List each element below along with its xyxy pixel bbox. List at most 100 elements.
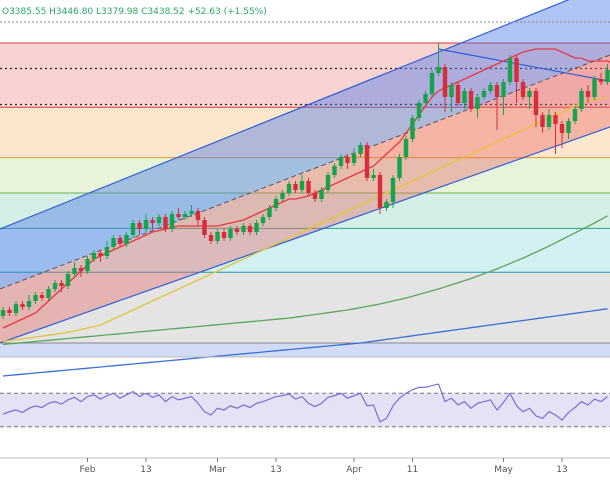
candle-body-88	[573, 109, 577, 121]
lower-band	[0, 343, 610, 357]
candle-body-40	[261, 217, 265, 223]
candle-body-2	[14, 304, 18, 313]
candle-body-91	[592, 79, 596, 97]
candle-body-38	[248, 226, 252, 232]
candle-body-44	[287, 184, 291, 193]
candle-body-29	[189, 211, 193, 214]
candle-body-66	[430, 73, 434, 94]
candle-body-21	[137, 223, 141, 229]
candle-body-78	[508, 58, 512, 82]
candle-body-4	[27, 301, 31, 307]
x-tick-label-4: Apr	[346, 465, 362, 475]
x-tick-label-0: Feb	[80, 465, 96, 475]
x-tick-label-6: May	[494, 465, 513, 475]
candle-body-71	[462, 91, 466, 103]
candle-body-13	[85, 259, 89, 271]
candle-body-60	[391, 178, 395, 202]
candle-body-74	[482, 91, 486, 97]
candle-body-46	[300, 181, 304, 190]
ohlc-readout: O3385.55 H3446.80 L3379.98 C3438.52 +52.…	[2, 7, 267, 17]
candle-body-93	[605, 70, 609, 82]
candle-body-34	[222, 232, 226, 238]
candle-body-49	[319, 190, 323, 199]
candle-body-30	[196, 211, 200, 220]
candle-body-56	[365, 145, 369, 178]
candle-body-81	[527, 91, 531, 97]
candle-body-51	[332, 166, 336, 175]
candle-body-89	[579, 91, 583, 109]
candle-body-72	[469, 91, 473, 109]
candle-body-41	[267, 208, 271, 217]
candle-body-14	[92, 253, 96, 259]
rsi-band	[0, 393, 610, 427]
x-tick-label-7: 13	[556, 465, 567, 475]
candle-body-31	[202, 220, 206, 235]
candle-body-28	[183, 214, 187, 217]
candle-body-27	[176, 214, 180, 217]
candle-body-85	[553, 115, 557, 124]
candle-body-73	[475, 97, 479, 109]
candle-body-32	[209, 235, 213, 241]
candle-body-47	[306, 181, 310, 193]
candle-body-76	[495, 85, 499, 97]
candle-body-5	[33, 295, 37, 301]
candle-body-77	[501, 82, 505, 97]
candle-body-70	[456, 85, 460, 103]
candle-body-87	[566, 121, 570, 133]
candle-body-64	[417, 103, 421, 118]
candle-body-79	[514, 58, 518, 82]
candle-body-86	[560, 124, 564, 133]
candle-body-50	[326, 175, 330, 190]
x-tick-label-5: 11	[407, 465, 418, 475]
candle-body-39	[254, 223, 258, 232]
x-tick-label-1: 13	[140, 465, 151, 475]
candle-body-37	[241, 226, 245, 232]
candle-body-42	[274, 199, 278, 208]
candle-body-83	[540, 115, 544, 127]
candle-body-3	[20, 304, 24, 307]
candle-body-67	[436, 67, 440, 73]
candle-body-54	[352, 154, 356, 163]
x-tick-label-3: 13	[270, 465, 281, 475]
candle-body-25	[163, 217, 167, 229]
candle-body-33	[215, 232, 219, 241]
candle-body-68	[443, 67, 447, 97]
candle-body-16	[105, 247, 109, 256]
candle-body-45	[293, 184, 297, 190]
candle-body-92	[599, 79, 603, 82]
candle-body-12	[79, 268, 83, 271]
candle-body-8	[53, 283, 57, 289]
candle-body-35	[228, 229, 232, 238]
candle-body-23	[150, 220, 154, 223]
candle-body-52	[339, 157, 343, 166]
candle-body-63	[410, 118, 414, 139]
candle-body-20	[131, 223, 135, 235]
candle-body-11	[72, 268, 76, 274]
candle-body-0	[1, 310, 5, 316]
candle-body-43	[280, 193, 284, 199]
candle-body-36	[235, 229, 239, 232]
candle-body-82	[534, 91, 538, 115]
candle-body-48	[313, 193, 317, 199]
candle-body-9	[59, 283, 63, 286]
candle-body-59	[384, 202, 388, 208]
candle-body-7	[46, 289, 50, 298]
x-tick-label-2: Mar	[209, 465, 226, 475]
candle-body-18	[118, 238, 122, 244]
candle-body-69	[449, 85, 453, 97]
candle-body-22	[144, 220, 148, 229]
candle-body-58	[378, 175, 382, 208]
candle-body-53	[345, 157, 349, 163]
candle-body-1	[7, 310, 11, 313]
candle-body-19	[124, 235, 128, 244]
candle-body-62	[404, 139, 408, 157]
candle-body-26	[170, 214, 174, 229]
candle-body-61	[397, 157, 401, 178]
candle-body-65	[423, 94, 427, 103]
candle-body-15	[98, 253, 102, 256]
candle-body-10	[66, 274, 70, 286]
candle-body-80	[521, 82, 525, 97]
candle-body-6	[40, 295, 44, 298]
